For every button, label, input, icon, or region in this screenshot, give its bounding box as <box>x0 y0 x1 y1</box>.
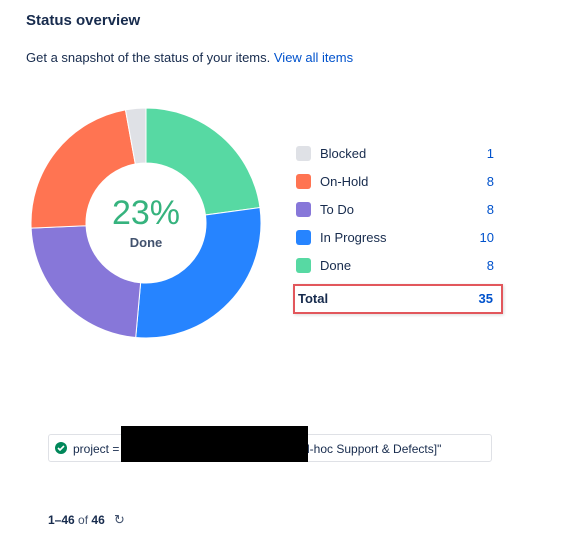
legend-label-in-progress: In Progress <box>320 230 387 245</box>
legend-label-to-do: To Do <box>320 202 354 217</box>
donut-slice-blocked[interactable] <box>124 107 147 165</box>
legend-row-in-progress[interactable]: In Progress 10 <box>296 226 496 254</box>
legend-row-blocked[interactable]: Blocked 1 <box>296 142 496 170</box>
legend-row-done[interactable]: Done 8 <box>296 254 496 282</box>
jql-query-suffix: d-hoc Support & Defects]" <box>303 442 442 456</box>
legend-label-blocked: Blocked <box>320 146 367 161</box>
legend-swatch-blocked <box>296 146 311 161</box>
donut-center-label: Done <box>129 235 163 250</box>
legend-row-on-hold[interactable]: On-Hold 8 <box>296 170 496 198</box>
pagination-range: 1–46 <box>48 513 75 527</box>
jql-query-prefix: project = <box>73 442 120 456</box>
donut-slice-in-progress[interactable] <box>135 207 262 339</box>
pagination-of: of <box>78 513 89 527</box>
page-title: Status overview <box>26 12 141 29</box>
pagination: 1–46 of 46 <box>48 513 105 527</box>
subtitle: Get a snapshot of the status of your ite… <box>26 50 353 65</box>
total-value[interactable]: 35 <box>478 291 493 306</box>
check-circle-icon <box>55 442 67 454</box>
legend-swatch-in-progress <box>296 230 311 245</box>
legend-swatch-done <box>296 258 311 273</box>
legend-label-done: Done <box>320 258 352 273</box>
subtitle-text: Get a snapshot of the status of your ite… <box>26 50 271 65</box>
refresh-icon[interactable]: ↻ <box>114 512 125 527</box>
donut-slice-to-do[interactable] <box>30 225 142 339</box>
status-donut-chart: 23% Done <box>30 107 262 339</box>
donut-slice-on-hold[interactable] <box>30 109 136 229</box>
legend-value-on-hold[interactable]: 8 <box>486 174 494 189</box>
donut-slice-done[interactable] <box>145 107 261 216</box>
legend-row-to-do[interactable]: To Do 8 <box>296 198 496 226</box>
legend-label-on-hold: On-Hold <box>320 174 369 189</box>
view-all-items-link[interactable]: View all items <box>273 50 354 65</box>
status-legend: Blocked 1 On-Hold 8 To Do 8 In Progress … <box>296 142 496 282</box>
legend-swatch-on-hold <box>296 174 311 189</box>
total-row: Total 35 <box>293 284 503 314</box>
legend-value-in-progress[interactable]: 10 <box>479 230 494 245</box>
legend-swatch-to-do <box>296 202 311 217</box>
donut-svg <box>30 107 262 339</box>
legend-value-blocked[interactable]: 1 <box>486 146 494 161</box>
total-label: Total <box>298 291 329 306</box>
redaction-block <box>121 426 308 462</box>
pagination-total: 46 <box>91 513 105 527</box>
legend-value-to-do[interactable]: 8 <box>486 202 494 217</box>
legend-value-done[interactable]: 8 <box>486 258 494 273</box>
donut-center-percent: 23% <box>111 194 181 232</box>
